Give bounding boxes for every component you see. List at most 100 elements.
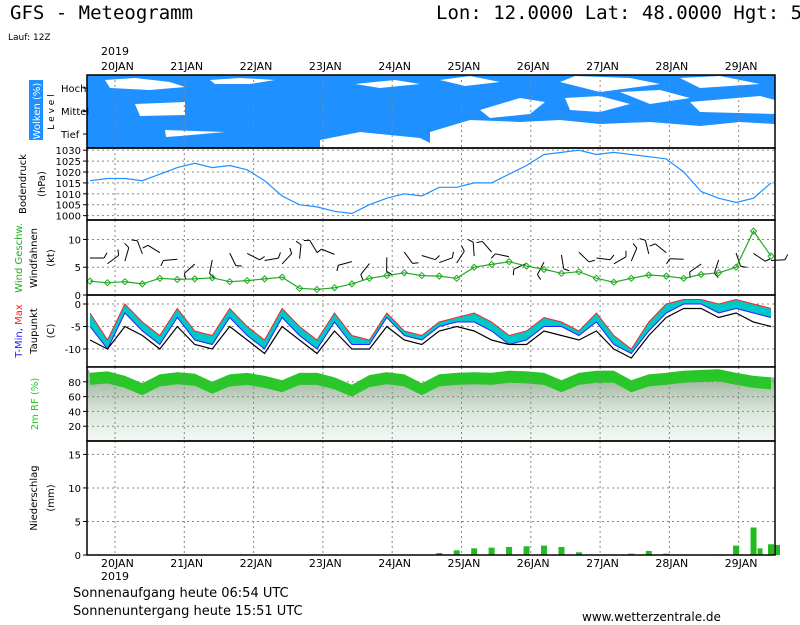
wind-barb: [246, 252, 260, 261]
wind-barb: [264, 257, 279, 262]
wind-barb: [281, 253, 292, 265]
wind-barb: [403, 251, 413, 264]
location-info: Lon: 12.0000 Lat: 48.0000 Hgt: 5: [436, 2, 800, 24]
wind-speed-marker: [383, 271, 391, 280]
wind-barb: [596, 257, 611, 261]
wind-speed-marker: [103, 279, 112, 287]
temperature-min-line: [89, 303, 772, 355]
wind-speed-marker: [313, 285, 321, 294]
wind-barb-feather: [461, 245, 465, 252]
precipitation-bar: [575, 552, 582, 555]
precipitation-bar: [757, 548, 763, 555]
y-tick-label: -10: [65, 345, 81, 356]
humidity-axis-label: 2m RF (%): [30, 378, 41, 431]
bottom-date-label: 24JAN: [378, 557, 411, 570]
wind-speed-marker: [505, 257, 513, 266]
wind-speed-marker: [592, 274, 601, 283]
cloud-free-region: [355, 80, 420, 88]
y-tick-label: 80: [68, 378, 81, 389]
cloud-label-background: [29, 80, 43, 140]
wind-barb-feather: [490, 253, 496, 259]
wind-speed-marker: [156, 274, 164, 283]
wind-speed-marker: [121, 277, 129, 286]
wind-barb: [136, 240, 143, 255]
wind-barb-feather: [295, 240, 302, 246]
wind-speed-marker: [295, 284, 304, 293]
wind-barb: [630, 248, 638, 262]
pressure-axis-label: Bodendruck: [18, 154, 29, 214]
wind-barb-feather: [588, 259, 595, 263]
precipitation-bar: [453, 550, 460, 555]
wind-speed-marker: [487, 260, 496, 269]
wind-speed-marker: [470, 263, 478, 271]
wind-speed-marker: [243, 276, 251, 285]
wind-barb: [753, 253, 766, 262]
windfahnen-label: Windfahnen: [29, 228, 40, 288]
wind-barb: [770, 259, 786, 262]
precipitation-bar: [523, 546, 530, 555]
top-date-label: 20JAN: [101, 60, 134, 73]
wind-barb-feather: [160, 260, 164, 267]
wind-speed-marker: [138, 280, 147, 288]
wind-barb: [495, 253, 510, 258]
wind-barb-feather: [639, 238, 646, 241]
wind-barb-feather: [316, 248, 322, 254]
wind-speed-marker: [173, 275, 182, 284]
wind-barb-feather: [434, 255, 440, 260]
wind-barb: [147, 244, 161, 254]
wind-speed-marker: [540, 265, 548, 274]
cloud-level-label: Tief: [60, 130, 80, 141]
wind-barb: [482, 241, 492, 253]
precipitation-axis-label: Niederschlag: [29, 465, 40, 530]
humidity-area: [90, 369, 771, 397]
y-tick-label: 5: [75, 263, 81, 274]
wind-barb-feather: [131, 239, 138, 242]
top-date-label: 27JAN: [586, 60, 619, 73]
wind-barb: [421, 255, 436, 261]
y-tick-label: 15: [68, 450, 81, 461]
wind-barb: [713, 259, 720, 274]
y-tick-label: 1015: [56, 179, 81, 190]
wind-barb-feather: [740, 265, 747, 268]
y-tick-label: 1010: [56, 190, 81, 201]
precipitation-bar: [506, 546, 513, 555]
wind-barb: [613, 256, 627, 265]
wind-speed-marker: [767, 252, 775, 260]
wind-speed-marker: [278, 273, 286, 281]
wind-speed-marker: [679, 274, 688, 283]
dewpoint-axis-label: Taupunkt: [29, 308, 40, 355]
cloud-free-region: [320, 132, 440, 148]
wind-barb-feather: [386, 270, 393, 275]
bottom-date-label: 25JAN: [448, 557, 481, 570]
precipitation-bar: [768, 544, 774, 555]
bottom-date-label: 28JAN: [655, 557, 688, 570]
y-tick-label: 1000: [56, 212, 81, 223]
run-label: Lauf: 12Z: [8, 33, 51, 43]
wind-barb: [689, 263, 702, 273]
wind-barb: [360, 263, 370, 275]
wind-speed-marker: [86, 277, 94, 285]
wind-barb-feather: [117, 249, 120, 256]
wind-barb: [439, 257, 453, 264]
website-credit: www.wetterzentrale.de: [582, 610, 721, 624]
bottom-date-label: 26JAN: [517, 557, 550, 570]
temperature-band: [90, 299, 771, 354]
wind-barb-feather: [537, 274, 542, 280]
wind-barb: [124, 247, 130, 262]
top-date-label: 26JAN: [517, 60, 550, 73]
wind-barb-feather: [632, 243, 638, 249]
wind-barb-feather: [649, 243, 656, 247]
wind-barb-feather: [142, 244, 149, 249]
wind-barb-feather: [476, 240, 483, 244]
wind-speed-marker: [732, 263, 740, 271]
precipitation-bar: [775, 544, 780, 555]
top-date-label: 25JAN: [448, 60, 481, 73]
y-tick-label: 0: [75, 291, 81, 302]
y-tick-label: 1020: [56, 168, 81, 179]
wind-barb: [578, 251, 590, 263]
wind-barb: [321, 248, 335, 255]
wind-barb: [655, 243, 667, 254]
top-year-label: 2019: [101, 45, 129, 58]
wind-barb-feather: [467, 239, 474, 243]
